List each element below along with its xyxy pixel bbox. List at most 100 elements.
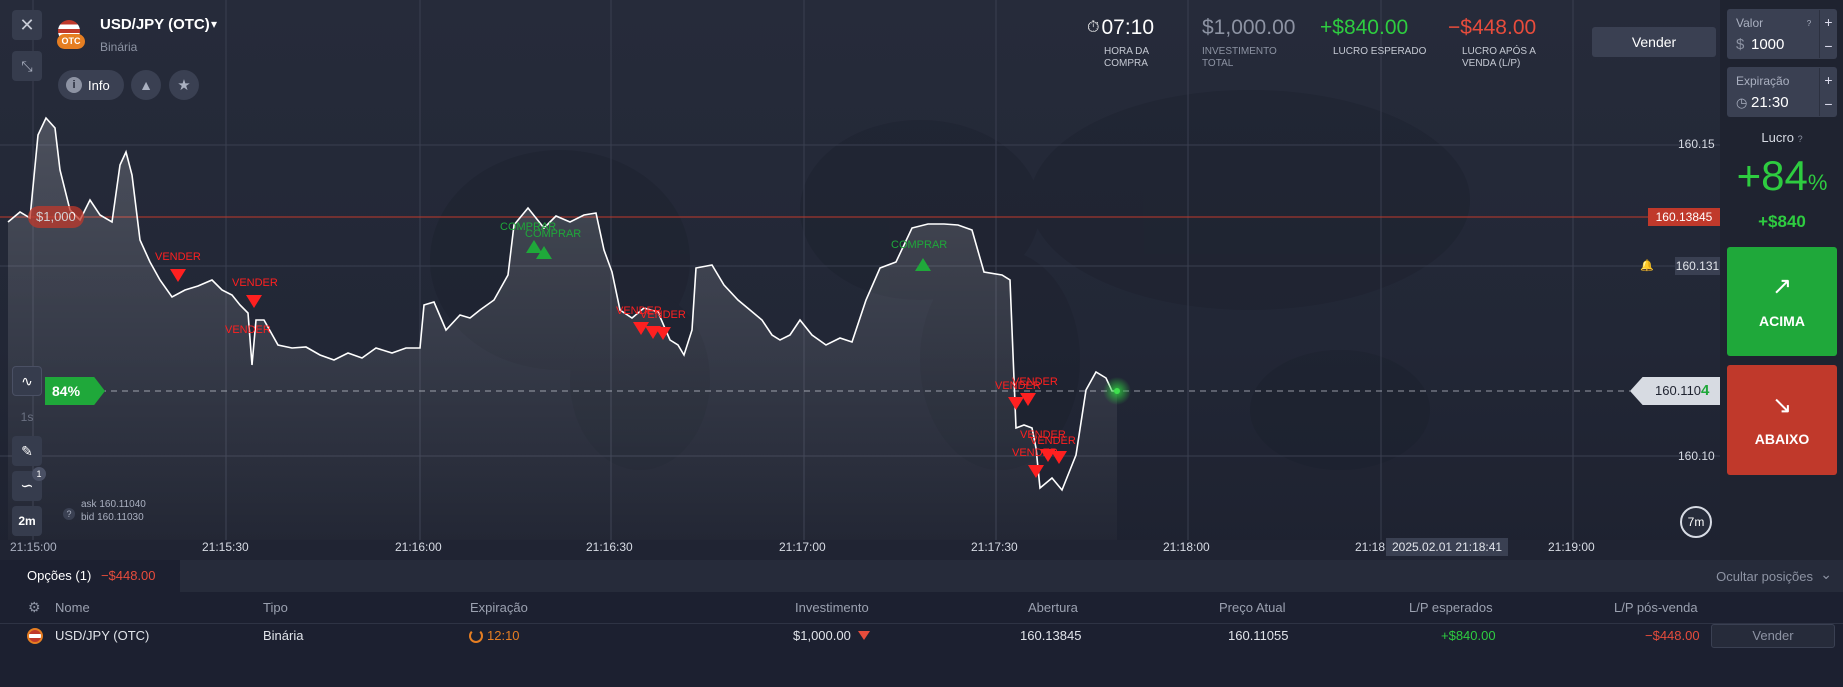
total-investment-label: INVESTIMENTO TOTAL — [1202, 46, 1277, 69]
ask-bid-box: ask 160.11040 bid 160.11030 — [81, 498, 146, 524]
purchase-time-label: HORA DA COMPRA — [1104, 46, 1149, 69]
info-button[interactable]: i Info — [58, 70, 124, 100]
hide-positions-button[interactable]: Ocultar posições — [1716, 569, 1813, 584]
time-axis-band — [0, 540, 1720, 560]
up-button-label: ACIMA — [1759, 313, 1805, 329]
sell-profit: −$448.00 — [1448, 16, 1537, 39]
sell-marker-1 — [170, 269, 186, 282]
row-current: 160.11055 — [1228, 628, 1289, 643]
help-icon[interactable]: ? — [63, 508, 75, 520]
profit-label: Lucro ? — [1727, 130, 1837, 145]
sell-marker-label-7: VENDER — [995, 380, 1041, 392]
sell-marker-11 — [1051, 451, 1067, 464]
interval-button[interactable]: 1s — [20, 410, 34, 424]
chevron-down-icon[interactable]: ▾ — [211, 17, 218, 31]
col-name: Nome — [55, 600, 90, 615]
time-label-5: 21:17:00 — [779, 540, 826, 554]
time-label-3: 21:16:00 — [395, 540, 442, 554]
time-label-6: 21:17:30 — [971, 540, 1018, 554]
sell-marker-label-8: VENDER — [1012, 376, 1058, 388]
buy-marker-label-3: COMPRAR — [891, 239, 948, 251]
close-icon[interactable]: ✕ — [12, 10, 42, 40]
sell-marker-label-5: VENDER — [640, 309, 686, 321]
time-label-2: 21:15:30 — [202, 540, 249, 554]
col-investment: Investimento — [795, 600, 869, 615]
cursor-time-tag: 2025.02.01 21:18:41 — [1386, 538, 1509, 556]
up-button[interactable]: ↗ ACIMA — [1727, 247, 1837, 356]
buy-marker-label-2: COMPRAR — [525, 228, 582, 240]
sell-profit-label: LUCRO APÓS A VENDA (L/P) — [1462, 46, 1536, 69]
total-investment: $1,000.00 — [1202, 16, 1296, 39]
star-icon[interactable]: ★ — [169, 70, 199, 100]
sell-marker-label-4: VENDER — [616, 305, 662, 317]
row-expiration: 12:10 — [487, 628, 520, 643]
pencil-icon[interactable]: ✎ — [12, 436, 42, 466]
investment-down-arrow-icon — [858, 631, 870, 640]
time-label-4: 21:16:30 — [586, 540, 633, 554]
time-label-9: 21:19:00 — [1548, 540, 1595, 554]
otc-badge: OTC — [57, 34, 85, 49]
col-type: Tipo — [263, 600, 288, 615]
asset-name[interactable]: USD/JPY (OTC) — [100, 16, 210, 33]
col-open: Abertura — [1028, 600, 1078, 615]
value-input[interactable]: 1000 — [1751, 36, 1785, 53]
row-investment: $1,000.00 — [793, 628, 851, 643]
price-label-160-10: 160.10 — [1678, 449, 1715, 463]
down-button-label: ABAIXO — [1754, 431, 1810, 447]
chart-type-icon[interactable]: ∿ — [12, 366, 42, 396]
expiry-countdown[interactable]: 7m — [1680, 506, 1712, 538]
payout-badge: 84% — [45, 377, 105, 405]
profit-percent: +84% — [1727, 152, 1837, 200]
table-row[interactable] — [0, 620, 1843, 650]
bell-icon[interactable]: ▲ — [131, 70, 161, 100]
row-sell-button[interactable]: Vender — [1711, 624, 1835, 648]
sell-marker-label-10: VENDER — [1020, 429, 1066, 441]
value-box[interactable]: Valor ? $ 1000 + − — [1727, 9, 1837, 59]
chevron-down-icon-positions[interactable]: ⌄ — [1820, 566, 1832, 582]
price-chart[interactable]: VENDER VENDER VENDER VENDER VENDER COMPR… — [0, 0, 1720, 560]
expiration-plus-button[interactable]: + — [1819, 68, 1837, 92]
trend-down-icon: ↘ — [1771, 392, 1793, 419]
price-area — [8, 118, 1117, 540]
minimize-icon[interactable]: ⤡ — [12, 51, 42, 81]
asset-flag-icon: OTC — [57, 18, 87, 52]
sell-marker-label-9: VENDER — [1012, 447, 1058, 459]
timeframe-button[interactable]: 2m — [12, 506, 42, 536]
expected-profit-label: LUCRO ESPERADO — [1333, 46, 1427, 57]
tab-options-label: Opções (1) — [27, 568, 92, 583]
col-after-sale: L/P pós-venda — [1614, 600, 1698, 615]
time-label-7: 21:18:00 — [1163, 540, 1210, 554]
settings-gear-icon[interactable]: ⚙ — [28, 599, 41, 615]
asset-type: Binária — [100, 40, 138, 54]
row-name: USD/JPY (OTC) — [55, 628, 150, 643]
expiration-box[interactable]: Expiração ◷ 21:30 + − — [1727, 67, 1837, 117]
value-plus-button[interactable]: + — [1819, 10, 1837, 34]
bell-icon-alert[interactable]: 🔔 — [1640, 260, 1654, 272]
sell-marker-9 — [1028, 465, 1044, 478]
sell-marker-label-1: VENDER — [155, 251, 201, 263]
col-expiration: Expiração — [470, 600, 528, 615]
row-after-sale: −$448.00 — [1645, 628, 1700, 643]
sell-marker-2 — [246, 295, 262, 308]
expiration-value[interactable]: 21:30 — [1751, 94, 1789, 111]
time-label-8: 21:18 — [1355, 540, 1386, 554]
indicator-count-badge: 1 — [32, 467, 46, 481]
bid-price: bid 160.11030 — [81, 512, 144, 523]
down-button[interactable]: ↘ ABAIXO — [1727, 365, 1837, 475]
value-minus-button[interactable]: − — [1819, 34, 1837, 58]
chart-canvas[interactable] — [0, 0, 1720, 560]
header-divider — [0, 623, 1843, 624]
profit-help-icon[interactable]: ? — [1797, 134, 1803, 144]
value-help-icon[interactable]: ? — [1806, 18, 1812, 28]
profit-percent-sign: % — [1807, 170, 1828, 195]
info-label: Info — [88, 77, 110, 93]
current-price-tag: 160.1104 — [1630, 377, 1720, 405]
sell-marker-label-2: VENDER — [232, 277, 278, 289]
sell-button[interactable]: Vender — [1592, 27, 1716, 57]
expiration-timer-icon — [469, 629, 483, 643]
trade-amount-badge: $1,000 — [28, 206, 84, 228]
expiration-minus-button[interactable]: − — [1819, 92, 1837, 116]
tab-options[interactable]: Opções (1) −$448.00 — [0, 560, 180, 592]
tab-options-pl: −$448.00 — [100, 568, 156, 583]
